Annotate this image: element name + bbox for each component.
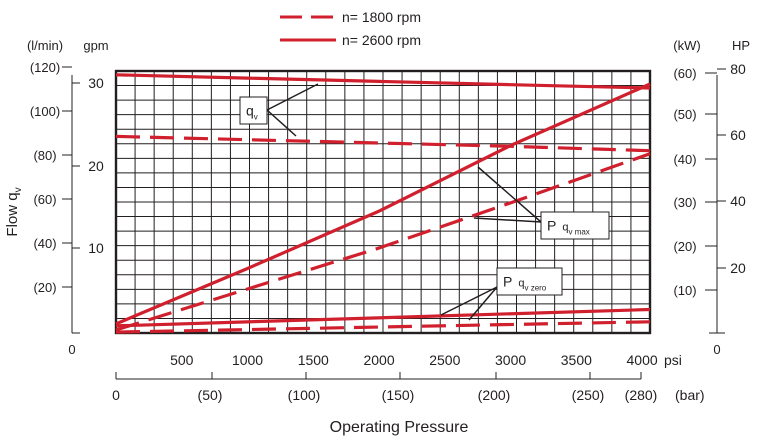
x-axis-title: Operating Pressure bbox=[330, 419, 469, 436]
plot-frame bbox=[114, 69, 652, 335]
hp-tick-label: 60 bbox=[730, 127, 746, 143]
bar-tick-label: (250) bbox=[572, 387, 605, 403]
legend: n= 1800 rpm n= 2600 rpm bbox=[280, 9, 421, 48]
kw-tick-label: (40) bbox=[673, 152, 696, 167]
gpm-axis-header: gpm bbox=[83, 38, 108, 53]
gpm-tick-label: 20 bbox=[88, 158, 104, 174]
lmin-tick-label: (120) bbox=[30, 60, 60, 75]
callout-qv-text: qv bbox=[246, 103, 258, 122]
kw-tick-label: (50) bbox=[673, 107, 696, 122]
bar-tick-label: (200) bbox=[478, 387, 511, 403]
bar-tick-label: (50) bbox=[198, 387, 223, 403]
axis-labels: (l/min) gpm (120) (100) (80) (60) (40) (20) 30 20… bbox=[4, 38, 750, 436]
right-zero-label: 0 bbox=[713, 342, 720, 357]
kw-tick-label: (20) bbox=[673, 239, 696, 254]
bar-tick-label: (150) bbox=[382, 387, 415, 403]
psi-tick-label: 2500 bbox=[429, 352, 460, 368]
left-zero-label: 0 bbox=[68, 342, 75, 357]
lmin-tick-label: (60) bbox=[33, 192, 56, 207]
psi-tick-label: 1500 bbox=[298, 352, 329, 368]
kw-tick-label: (10) bbox=[673, 283, 696, 298]
lmin-tick-label: (100) bbox=[30, 104, 60, 119]
callout-p-qv-zero-box bbox=[496, 267, 563, 296]
bar-tick-label: (100) bbox=[288, 387, 321, 403]
lmin-tick-label: (40) bbox=[33, 236, 56, 251]
callout-leader-line bbox=[266, 83, 319, 111]
callout-leaders bbox=[266, 83, 542, 321]
callout-qv-box bbox=[239, 96, 268, 125]
series-line-power-p-q-v-zero-solid bbox=[115, 307, 651, 328]
hp-tick-label: 40 bbox=[730, 193, 746, 209]
y-axis-title: Flow qv bbox=[4, 187, 24, 236]
grid bbox=[116, 71, 650, 333]
hp-tick-label: 80 bbox=[730, 61, 746, 77]
series-line-flow-q-v-solid bbox=[115, 73, 651, 90]
gpm-tick-label: 10 bbox=[88, 240, 104, 256]
legend-label: n= 1800 rpm bbox=[342, 9, 421, 25]
psi-tick-label: 500 bbox=[170, 352, 194, 368]
callout-leader-line bbox=[468, 286, 498, 321]
callout-p-qv-max-box bbox=[540, 211, 610, 240]
lmin-tick-label: (80) bbox=[33, 148, 56, 163]
series-line-flow-q-v-dashed bbox=[115, 134, 651, 153]
hp-axis-header: HP bbox=[732, 38, 750, 53]
bar-tick-label: (280) bbox=[625, 387, 658, 403]
series-line-power-p-q-v-zero-dashed bbox=[115, 320, 651, 334]
callout-leader-line bbox=[477, 166, 542, 223]
kw-tick-label: (30) bbox=[673, 195, 696, 210]
bar-unit-label: (bar) bbox=[675, 387, 705, 403]
gpm-tick-label: 30 bbox=[88, 75, 104, 91]
psi-tick-label: 3000 bbox=[495, 352, 526, 368]
bar-tick-label: 0 bbox=[112, 387, 120, 403]
series-lines bbox=[115, 73, 651, 334]
callout-leader-line bbox=[473, 217, 542, 223]
callout-leader-line bbox=[266, 109, 297, 137]
lmin-axis-header: (l/min) bbox=[27, 38, 63, 53]
psi-tick-label: 1000 bbox=[232, 352, 263, 368]
psi-unit-label: psi bbox=[664, 352, 682, 368]
series-line-power-p-q-v-max-solid bbox=[115, 82, 651, 326]
hp-tick-label: 20 bbox=[730, 260, 746, 276]
series-line-power-p-q-v-max-dashed bbox=[115, 152, 651, 332]
psi-tick-label: 3500 bbox=[561, 352, 592, 368]
psi-tick-label: 4000 bbox=[627, 352, 658, 368]
callout-leader-line bbox=[440, 286, 498, 316]
psi-tick-label: 2000 bbox=[363, 352, 394, 368]
lmin-tick-label: (20) bbox=[33, 280, 56, 295]
callouts: qv P qv max P qv zero bbox=[239, 96, 610, 296]
kw-axis-header: (kW) bbox=[673, 38, 700, 53]
kw-tick-label: (60) bbox=[673, 66, 696, 81]
legend-label: n= 2600 rpm bbox=[342, 32, 421, 48]
axes bbox=[62, 66, 726, 380]
